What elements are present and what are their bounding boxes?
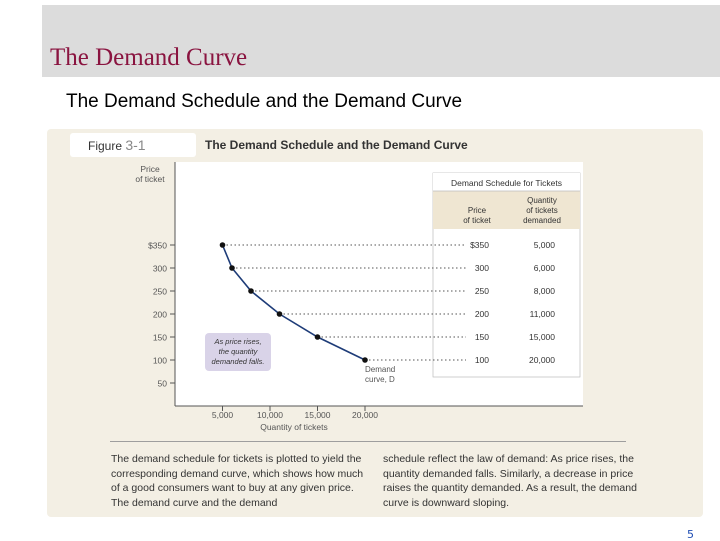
table-cell-price: 200	[475, 309, 489, 319]
y-tick-label: 50	[158, 379, 168, 389]
table-cell-price: 100	[475, 355, 489, 365]
page-number: 5	[687, 528, 694, 541]
x-tick-label: 15,000	[305, 410, 331, 420]
demand-point	[248, 288, 254, 294]
y-axis-title-line1: Price	[140, 164, 160, 174]
callout-text-line1: As price rises,	[213, 337, 261, 346]
y-tick-label: $350	[148, 241, 167, 251]
table-cell-price: 300	[475, 263, 489, 273]
y-tick-label: 300	[153, 264, 167, 274]
schedule-table-header-bg	[433, 191, 580, 229]
slide-subtitle: The Demand Schedule and the Demand Curve	[66, 91, 463, 112]
figure-number: 3-1	[125, 137, 146, 153]
y-tick-label: 200	[153, 310, 167, 320]
figure-label-bar	[70, 133, 196, 157]
figure-label: Figure 3-1	[88, 137, 146, 153]
callout-text-line2: the quantity	[219, 347, 259, 356]
y-axis-title-line2: of ticket	[135, 174, 165, 184]
y-tick-label: 250	[153, 287, 167, 297]
table-header-quantity-line1: Quantity	[527, 196, 557, 205]
curve-label-line1: Demand	[365, 365, 395, 374]
figure-label-word: Figure	[88, 139, 123, 153]
table-cell-price: 150	[475, 332, 489, 342]
x-tick-label: 20,000	[352, 410, 378, 420]
table-cell-quantity: 5,000	[534, 240, 556, 250]
demand-curve	[221, 244, 366, 361]
table-header-price-line1: Price	[468, 206, 487, 215]
callout-text-line3: demanded falls.	[212, 357, 265, 366]
schedule-table-title: Demand Schedule for Tickets	[451, 178, 562, 188]
caption-divider	[110, 441, 626, 442]
caption-left: The demand schedule for tickets is plott…	[111, 453, 364, 509]
x-tick-label: 10,000	[257, 410, 283, 420]
curve-label-line2: curve, D	[365, 375, 395, 384]
x-axis-title: Quantity of tickets	[260, 422, 328, 432]
caption-right: schedule reflect the law of demand: As p…	[383, 453, 637, 509]
table-cell-quantity: 11,000	[530, 309, 556, 319]
table-cell-quantity: 8,000	[534, 286, 556, 296]
slide-title: The Demand Curve	[50, 44, 248, 71]
y-tick-label: 150	[153, 333, 167, 343]
table-header-quantity-line3: demanded	[523, 216, 561, 225]
demand-point	[314, 334, 321, 340]
table-cell-quantity: 20,000	[529, 355, 555, 365]
table-cell-price: $350	[470, 240, 489, 250]
x-tick-label: 5,000	[212, 410, 234, 420]
figure-title: The Demand Schedule and the Demand Curve	[205, 138, 468, 152]
demand-point	[276, 311, 283, 317]
table-header-quantity-line2: of tickets	[526, 206, 558, 215]
table-header-price-line2: of ticket	[463, 216, 491, 225]
schedule-table-title-bg	[433, 173, 580, 191]
table-cell-quantity: 6,000	[534, 263, 556, 273]
table-cell-quantity: 15,000	[529, 332, 555, 342]
callout-box	[205, 333, 271, 371]
demand-point	[219, 242, 226, 248]
slide-header-band	[42, 5, 720, 77]
demand-point	[229, 265, 235, 271]
demand-point	[362, 357, 368, 363]
y-tick-label: 100	[153, 356, 167, 366]
table-cell-price: 250	[475, 286, 489, 296]
